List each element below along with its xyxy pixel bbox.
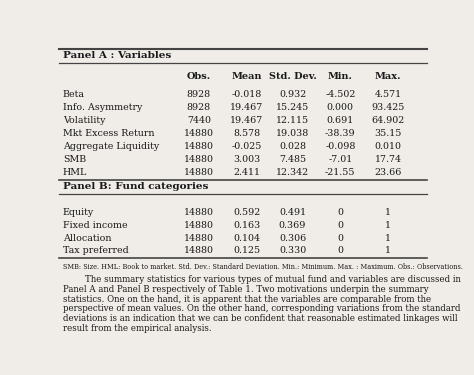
Text: 0.125: 0.125 [233,246,260,255]
Text: 0.369: 0.369 [279,220,306,230]
Text: Std. Dev.: Std. Dev. [269,72,316,81]
Text: 0: 0 [337,220,343,230]
Text: 0: 0 [337,246,343,255]
Text: 0.163: 0.163 [233,220,260,230]
Text: 14880: 14880 [184,168,214,177]
Text: 0.592: 0.592 [233,207,260,216]
Text: SMB: Size. HML: Book to market. Std. Dev.: Standard Deviation. Min.: Minimum. Ma: SMB: Size. HML: Book to market. Std. Dev… [63,263,463,271]
Text: -0.098: -0.098 [325,142,356,151]
Text: 2.411: 2.411 [233,168,260,177]
Text: 0.028: 0.028 [279,142,306,151]
Text: 14880: 14880 [184,207,214,216]
Text: 0.330: 0.330 [279,246,306,255]
Text: 19.467: 19.467 [230,103,263,112]
Text: HML: HML [63,168,87,177]
Text: -4.502: -4.502 [325,90,356,99]
Text: 14880: 14880 [184,246,214,255]
Text: SMB: SMB [63,155,86,164]
Text: Min.: Min. [328,72,353,81]
Text: 4.571: 4.571 [374,90,401,99]
Text: 35.15: 35.15 [374,129,402,138]
Text: 12.115: 12.115 [276,116,309,125]
Text: 8928: 8928 [187,103,211,112]
Text: 14880: 14880 [184,129,214,138]
Text: Allocation: Allocation [63,234,111,243]
Text: 23.66: 23.66 [374,168,402,177]
Text: 1: 1 [385,220,391,230]
Text: 93.425: 93.425 [371,103,405,112]
Text: 64.902: 64.902 [372,116,405,125]
Text: Panel B: Fund categories: Panel B: Fund categories [63,182,208,191]
Text: 19.467: 19.467 [230,116,263,125]
Text: 1: 1 [385,207,391,216]
Text: 0.691: 0.691 [327,116,354,125]
Text: result from the empirical analysis.: result from the empirical analysis. [63,324,211,333]
Text: 0.306: 0.306 [279,234,306,243]
Text: 0.932: 0.932 [279,90,306,99]
Text: Aggregate Liquidity: Aggregate Liquidity [63,142,159,151]
Text: Volatility: Volatility [63,116,105,125]
Text: 14880: 14880 [184,220,214,230]
Text: -21.55: -21.55 [325,168,356,177]
Text: The summary statistics for various types of mutual fund and variables are discus: The summary statistics for various types… [63,275,461,284]
Text: Fixed income: Fixed income [63,220,128,230]
Text: Beta: Beta [63,90,85,99]
Text: 12.342: 12.342 [276,168,309,177]
Text: 8928: 8928 [187,90,211,99]
Text: Mean: Mean [231,72,262,81]
Text: Panel A and Panel B respectively of Table 1. Two motivations underpin the summar: Panel A and Panel B respectively of Tabl… [63,285,428,294]
Text: Obs.: Obs. [187,72,211,81]
Text: 15.245: 15.245 [276,103,309,112]
Text: 1: 1 [385,234,391,243]
Text: Info. Asymmetry: Info. Asymmetry [63,103,142,112]
Text: -38.39: -38.39 [325,129,356,138]
Text: deviations is an indication that we can be confident that reasonable estimated l: deviations is an indication that we can … [63,314,457,323]
Text: Max.: Max. [375,72,401,81]
Text: statistics. One on the hand, it is apparent that the variables are comparable fr: statistics. One on the hand, it is appar… [63,295,431,304]
Text: 14880: 14880 [184,155,214,164]
Text: 8.578: 8.578 [233,129,260,138]
Text: 0.491: 0.491 [279,207,306,216]
Text: perspective of mean values. On the other hand, corresponding variations from the: perspective of mean values. On the other… [63,304,460,313]
Text: 7440: 7440 [187,116,211,125]
Text: 17.74: 17.74 [374,155,401,164]
Text: 3.003: 3.003 [233,155,260,164]
Text: 7.485: 7.485 [279,155,306,164]
Text: -0.025: -0.025 [231,142,262,151]
Text: Mkt Excess Return: Mkt Excess Return [63,129,155,138]
Text: -0.018: -0.018 [231,90,262,99]
Text: Equity: Equity [63,207,94,216]
Text: 14880: 14880 [184,142,214,151]
Text: Panel A : Variables: Panel A : Variables [63,51,171,60]
Text: 0.104: 0.104 [233,234,260,243]
Text: 0.000: 0.000 [327,103,354,112]
Text: 1: 1 [385,246,391,255]
Text: 0: 0 [337,207,343,216]
Text: 0: 0 [337,234,343,243]
Text: Tax preferred: Tax preferred [63,246,128,255]
Text: 0.010: 0.010 [374,142,401,151]
Text: 14880: 14880 [184,234,214,243]
Text: 19.038: 19.038 [276,129,309,138]
Text: -7.01: -7.01 [328,155,352,164]
